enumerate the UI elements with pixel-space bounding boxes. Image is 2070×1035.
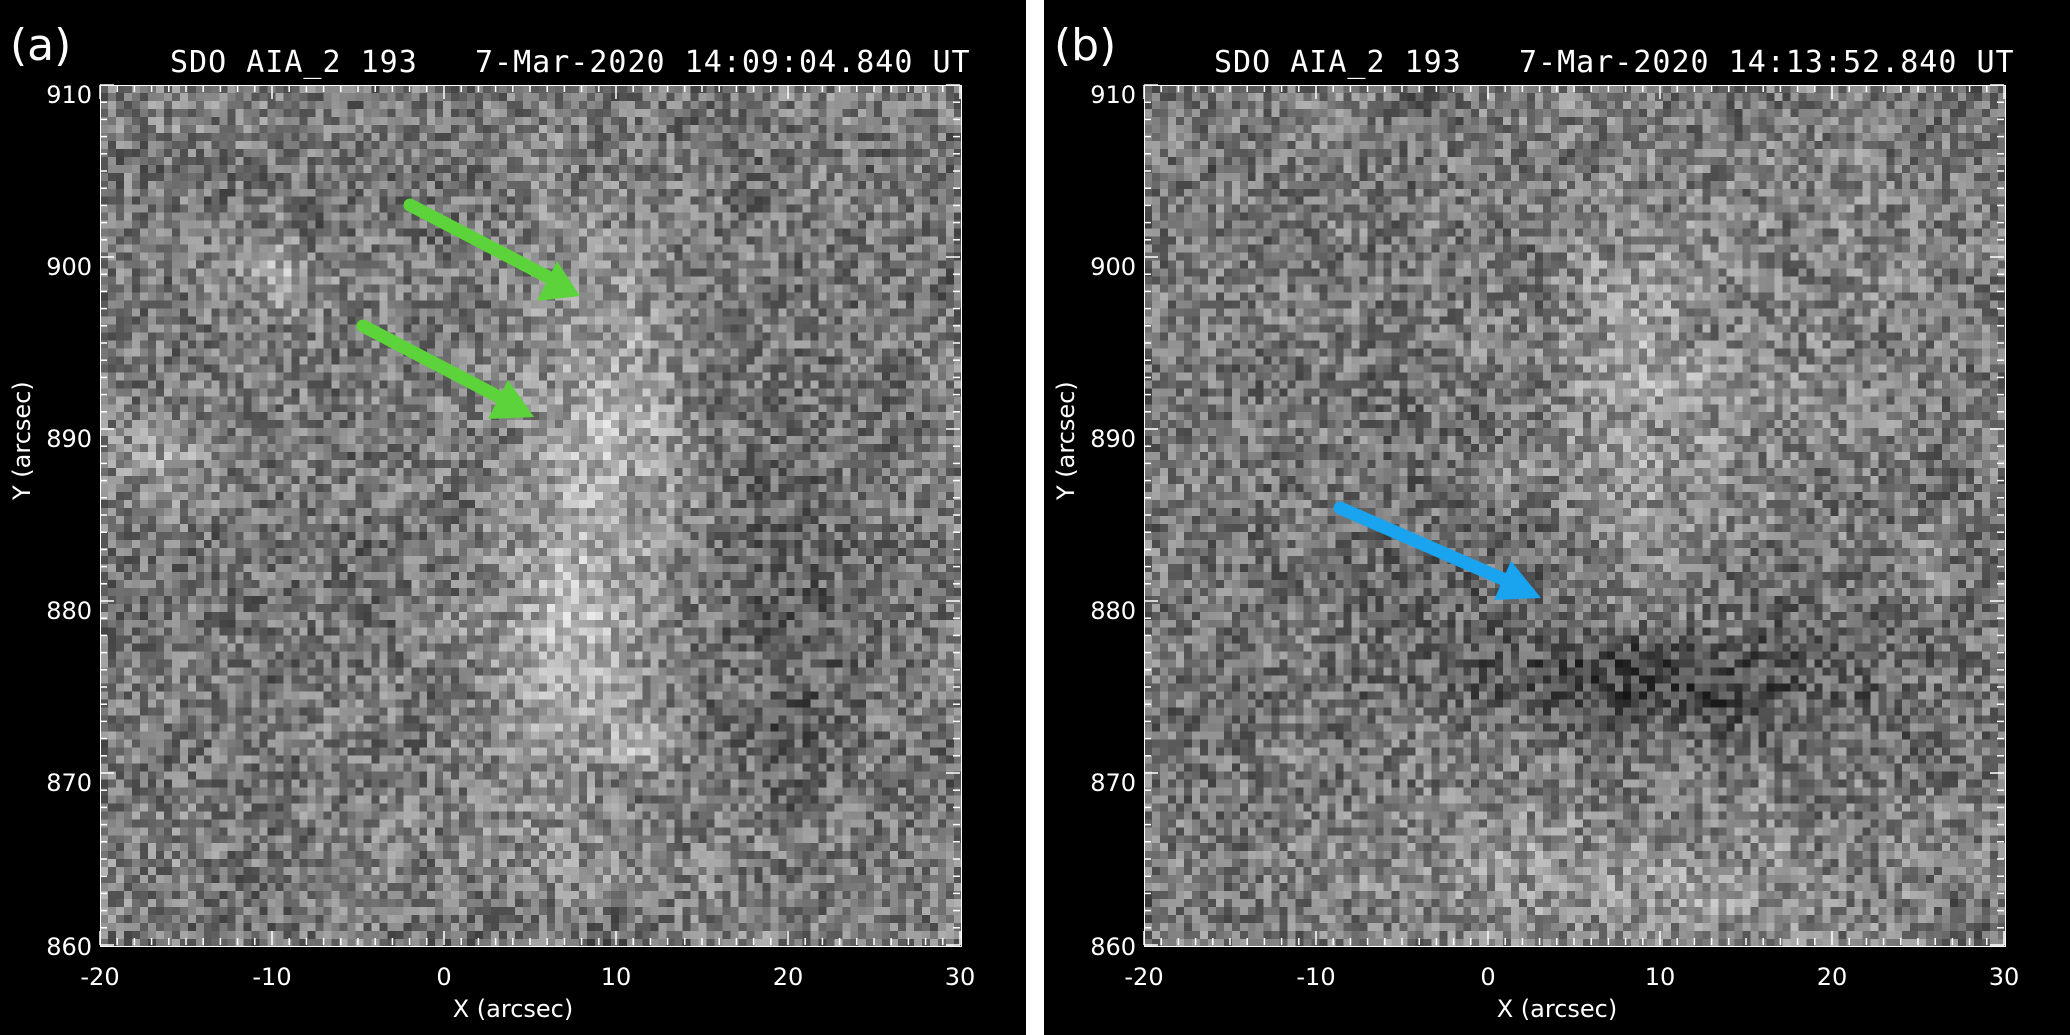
- y-tick-label: 890: [1090, 425, 1136, 453]
- y-tick-label: 870: [1090, 769, 1136, 797]
- solar-image: [100, 85, 962, 947]
- y-tick-label: 900: [46, 253, 92, 281]
- axes: -20 -10 0 10 20 30 910 900 890 880 870 8…: [46, 81, 976, 991]
- plot-frame: [100, 85, 962, 947]
- y-tick-label: 880: [1090, 597, 1136, 625]
- y-tick-label: 910: [46, 81, 92, 109]
- y-tick-label: 890: [46, 425, 92, 453]
- x-tick-label: -20: [1124, 963, 1163, 991]
- x-tick-label: 10: [1645, 963, 1676, 991]
- solar-image: [1144, 85, 2006, 947]
- axes: -20 -10 0 10 20 30 910 900 890 880 870 8…: [1090, 81, 2020, 991]
- panel-label: (a): [10, 20, 72, 71]
- panel-title: SDO AIA_2 193 7-Mar-2020 14:13:52.840 UT: [1214, 45, 2015, 80]
- x-axis-label: X (arcsec): [452, 995, 574, 1023]
- y-axis-label: Y (arcsec): [8, 381, 36, 500]
- x-tick-label: 10: [601, 963, 632, 991]
- x-tick-label: 20: [1817, 963, 1848, 991]
- x-tick-label: -10: [252, 963, 291, 991]
- panel-title: SDO AIA_2 193 7-Mar-2020 14:09:04.840 UT: [170, 45, 971, 80]
- x-tick-label: 0: [436, 963, 451, 991]
- y-tick-label: 860: [46, 933, 92, 961]
- x-tick-label: 30: [1989, 963, 2020, 991]
- y-tick-label: 860: [1090, 933, 1136, 961]
- y-tick-label: 900: [1090, 253, 1136, 281]
- x-axis-label: X (arcsec): [1496, 995, 1618, 1023]
- x-tick-label: 30: [945, 963, 976, 991]
- panel-b: (b) SDO AIA_2 193 7-Mar-2020 14:13:52.84…: [1044, 0, 2070, 1035]
- x-tick-label: -20: [80, 963, 119, 991]
- y-tick-label: 880: [46, 597, 92, 625]
- panel-label: (b): [1054, 20, 1117, 71]
- y-tick-label: 870: [46, 769, 92, 797]
- y-tick-label: 910: [1090, 81, 1136, 109]
- x-tick-label: 20: [773, 963, 804, 991]
- panel-a: (a) SDO AIA_2 193 7-Mar-2020 14:09:04.84…: [0, 0, 1026, 1035]
- x-tick-label: -10: [1296, 963, 1335, 991]
- plot-frame: [1144, 85, 2006, 947]
- y-axis-label: Y (arcsec): [1052, 381, 1080, 500]
- x-tick-label: 0: [1480, 963, 1495, 991]
